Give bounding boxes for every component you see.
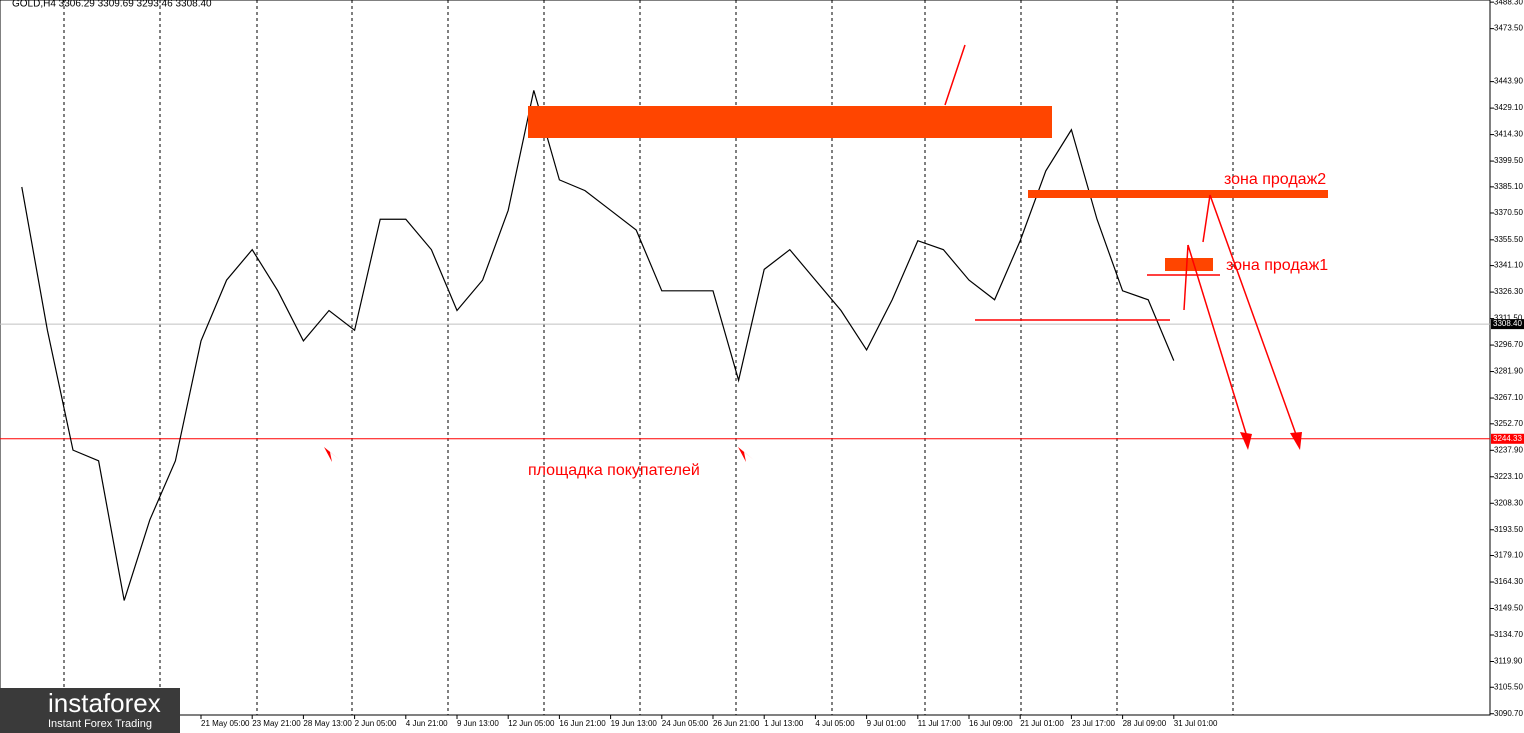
x-tick-label: 2 Jun 05:00 — [355, 719, 397, 728]
y-tick-label: 3208.30 — [1494, 498, 1523, 507]
y-tick-label: 3370.50 — [1494, 208, 1523, 217]
symbol-header: GOLD,H4 3306.29 3309.69 3293.46 3308.40 — [12, 0, 212, 10]
y-tick-label: 3223.10 — [1494, 472, 1523, 481]
logo-name: instaforex — [48, 688, 161, 718]
x-tick-label: 23 Jul 17:00 — [1071, 719, 1115, 728]
x-tick-label: 23 May 21:00 — [252, 719, 301, 728]
y-tick-label: 3296.70 — [1494, 340, 1523, 349]
x-tick-label: 24 Jun 05:00 — [662, 719, 709, 728]
x-tick-label: 11 Jul 17:00 — [918, 719, 962, 728]
price-label-box — [1491, 433, 1524, 444]
y-tick-label: 3429.10 — [1494, 103, 1523, 112]
y-tick-label: 3326.30 — [1494, 287, 1523, 296]
price-label: 3244.33 — [1493, 434, 1522, 443]
y-tick-label: 3385.10 — [1494, 182, 1523, 191]
x-tick-label: 4 Jun 21:00 — [406, 719, 448, 728]
y-tick-label: 3252.70 — [1494, 419, 1523, 428]
logo-tagline: Instant Forex Trading — [48, 718, 152, 730]
y-tick-label: 3119.90 — [1494, 657, 1523, 666]
y-tick-label: 3355.50 — [1494, 235, 1523, 244]
price-label-box — [1491, 319, 1524, 330]
x-tick-label: 4 Jul 05:00 — [815, 719, 855, 728]
y-tick-label: 3164.30 — [1494, 577, 1523, 586]
y-tick-label: 3090.70 — [1494, 709, 1523, 718]
y-tick-label: 3341.10 — [1494, 261, 1523, 270]
y-tick-label: 3311.50 — [1494, 314, 1523, 323]
y-tick-label: 3399.50 — [1494, 156, 1523, 165]
price-label: 3308.40 — [1493, 319, 1522, 328]
x-tick-label: 31 Jul 01:00 — [1174, 719, 1218, 728]
y-tick-label: 3443.90 — [1494, 77, 1523, 86]
y-tick-label: 3134.70 — [1494, 630, 1523, 639]
y-tick-label: 3267.10 — [1494, 393, 1523, 402]
drawings — [324, 44, 1328, 462]
x-tick-label: 21 Jul 01:00 — [1020, 719, 1064, 728]
y-tick-label: 3488.30 — [1494, 0, 1523, 6]
y-tick-label: 3414.30 — [1494, 130, 1523, 139]
x-tick-label: 19 Jun 13:00 — [611, 719, 658, 728]
annotation: зона продаж1 — [1226, 257, 1328, 274]
x-tick-label: 12 Jun 05:00 — [508, 719, 555, 728]
logo-box — [0, 688, 180, 733]
x-tick-label: 28 Jul 09:00 — [1123, 719, 1167, 728]
price-line-series — [21, 90, 1175, 601]
x-tick-label: 9 Jun 13:00 — [457, 719, 499, 728]
y-tick-label: 3193.50 — [1494, 525, 1523, 534]
x-tick-label: 21 May 05:00 — [201, 719, 250, 728]
annotation: площадка покупателей — [528, 462, 700, 479]
period-separators — [63, 0, 1234, 715]
y-tick-label: 3105.50 — [1494, 682, 1523, 691]
x-tick-label: 28 May 13:00 — [303, 719, 352, 728]
annotation: зона продаж2 — [1224, 171, 1326, 188]
x-tick-label: 16 Jun 21:00 — [559, 719, 606, 728]
y-tick-label: 3149.50 — [1494, 604, 1523, 613]
x-tick-label: 16 Jul 09:00 — [969, 719, 1013, 728]
y-tick-label: 3281.90 — [1494, 367, 1523, 376]
y-tick-label: 3179.10 — [1494, 551, 1523, 560]
x-tick-label: 9 Jul 01:00 — [867, 719, 907, 728]
x-tick-label: 1 Jul 13:00 — [764, 719, 804, 728]
y-tick-label: 3237.90 — [1494, 445, 1523, 454]
y-tick-label: 3473.50 — [1494, 24, 1523, 33]
x-tick-label: 26 Jun 21:00 — [713, 719, 760, 728]
